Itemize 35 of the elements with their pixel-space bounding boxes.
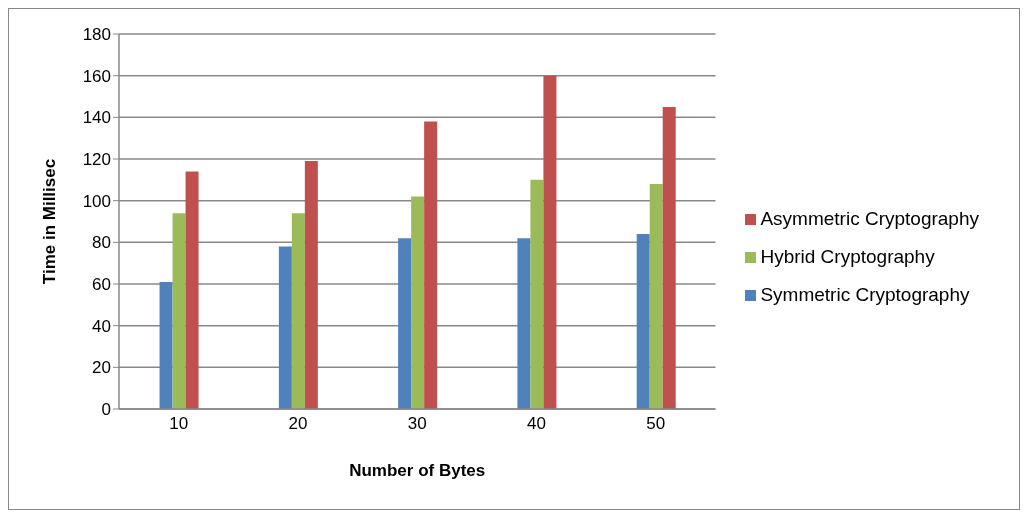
bar [662, 106, 676, 409]
legend-label: Asymmetric Cryptography [760, 207, 979, 229]
bar [543, 75, 557, 409]
legend-label: Symmetric Cryptography [760, 283, 970, 305]
y-tick-label: 180 [82, 25, 111, 45]
y-tick-label: 120 [82, 150, 111, 170]
bar [278, 246, 292, 409]
y-tick-label: 140 [82, 108, 111, 128]
bar [411, 196, 425, 409]
bar [185, 171, 199, 409]
y-tick-label: 100 [82, 191, 111, 211]
bar [636, 234, 650, 409]
bar [530, 179, 544, 409]
y-tick-label: 40 [92, 316, 111, 336]
x-tick-label: 20 [288, 414, 308, 434]
y-tick-label: 20 [92, 358, 111, 378]
y-tick-label: 60 [92, 275, 111, 295]
bar [291, 213, 305, 409]
x-tick-label: 30 [407, 414, 427, 434]
legend-label: Hybrid Cryptography [760, 245, 935, 267]
y-tick-label: 160 [82, 66, 111, 86]
bar [304, 161, 318, 409]
bar [517, 238, 531, 409]
bar [172, 213, 186, 409]
bar [649, 184, 663, 409]
bar [424, 121, 438, 409]
y-axis-title: Time in Millisec [40, 158, 60, 285]
y-tick-label: 0 [101, 400, 111, 420]
x-axis-title: Number of Bytes [349, 461, 486, 480]
bar [159, 281, 173, 409]
x-tick-label: 50 [646, 414, 666, 434]
x-tick-label: 10 [169, 414, 189, 434]
y-tick-label: 80 [92, 233, 111, 253]
bar [398, 238, 412, 409]
x-tick-label: 40 [527, 414, 546, 434]
